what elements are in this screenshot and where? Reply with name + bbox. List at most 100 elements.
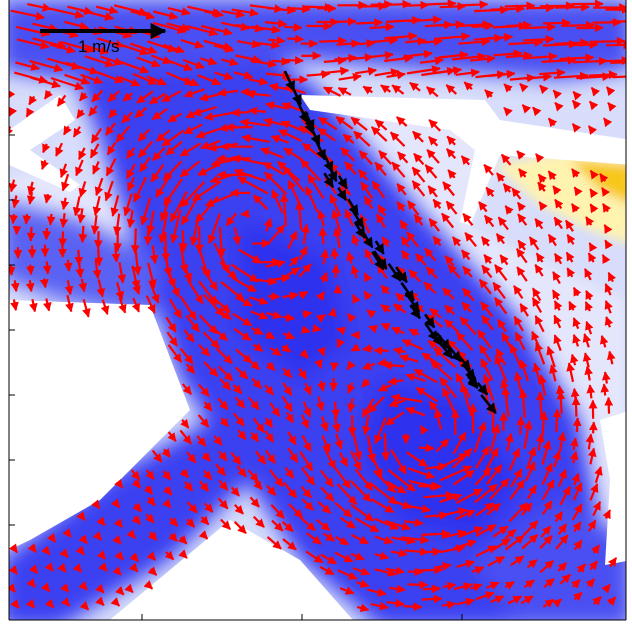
velocity-arrow xyxy=(303,382,312,396)
velocity-arrow xyxy=(409,81,421,92)
velocity-arrow xyxy=(380,304,392,314)
velocity-arrow xyxy=(9,583,16,593)
velocity-arrow xyxy=(268,291,280,301)
velocity-arrow xyxy=(161,448,171,458)
velocity-arrow xyxy=(237,39,261,49)
velocity-arrow xyxy=(159,197,171,222)
velocity-arrow xyxy=(455,509,476,521)
velocity-arrow xyxy=(129,552,139,563)
velocity-arrow xyxy=(525,461,536,481)
velocity-arrow xyxy=(219,309,232,321)
velocity-arrow xyxy=(121,111,133,124)
velocity-arrow xyxy=(29,298,38,313)
velocity-arrow xyxy=(587,519,597,532)
velocity-arrow xyxy=(271,189,284,214)
velocity-arrow xyxy=(128,562,139,573)
velocity-arrow xyxy=(490,4,525,14)
velocity-arrow xyxy=(271,519,284,532)
velocity-arrow xyxy=(197,245,211,280)
velocity-arrow xyxy=(451,236,462,247)
velocity-arrow xyxy=(585,320,594,335)
velocity-arrow xyxy=(553,71,589,81)
velocity-arrow xyxy=(521,533,539,550)
velocity-arrow xyxy=(110,498,121,509)
velocity-arrow xyxy=(401,339,424,351)
velocity-arrow xyxy=(385,566,405,576)
velocity-arrow xyxy=(428,218,440,232)
velocity-arrow xyxy=(505,51,533,61)
velocity-arrow xyxy=(339,516,356,529)
velocity-arrow xyxy=(96,550,107,560)
velocity-arrow xyxy=(505,432,514,452)
velocity-arrow xyxy=(10,280,20,293)
velocity-arrow xyxy=(124,583,134,594)
velocity-arrow xyxy=(231,154,266,166)
velocity-arrow xyxy=(183,329,195,343)
velocity-arrow xyxy=(441,212,455,229)
velocity-arrow xyxy=(525,72,553,82)
velocity-arrow xyxy=(252,342,264,352)
velocity-arrow xyxy=(612,75,626,79)
velocity-arrow xyxy=(312,323,322,333)
velocity-arrow xyxy=(367,447,383,478)
velocity-arrow xyxy=(127,176,136,192)
velocity-arrow xyxy=(411,180,426,197)
velocity-arrow xyxy=(320,248,329,265)
velocity-arrow xyxy=(281,343,292,353)
velocity-arrow xyxy=(134,106,148,119)
velocity-arrow xyxy=(411,166,426,183)
velocity-arrow xyxy=(331,263,341,278)
velocity-arrow xyxy=(9,543,18,554)
velocity-arrow xyxy=(316,313,326,323)
velocity-arrow xyxy=(269,469,284,487)
velocity-arrow xyxy=(435,438,450,453)
velocity-arrow xyxy=(132,280,141,295)
velocity-arrow xyxy=(9,179,18,193)
obstacle-top-left xyxy=(9,95,80,192)
velocity-arrow xyxy=(197,414,210,428)
velocity-arrow xyxy=(27,543,37,553)
velocity-arrow xyxy=(439,20,465,29)
velocity-arrow xyxy=(425,266,438,280)
velocity-arrow xyxy=(115,125,131,143)
velocity-arrow xyxy=(571,396,581,417)
shear-arrow xyxy=(353,221,366,239)
velocity-arrow xyxy=(41,545,51,556)
velocity-arrow xyxy=(590,86,601,97)
velocity-arrow xyxy=(178,549,188,559)
velocity-arrow xyxy=(271,57,291,66)
velocity-arrow xyxy=(589,188,599,199)
velocity-arrow xyxy=(604,300,613,314)
velocity-arrow xyxy=(371,180,386,199)
velocity-arrow xyxy=(346,360,356,371)
velocity-arrow xyxy=(393,303,407,314)
velocity-arrow xyxy=(559,485,571,506)
velocity-arrow xyxy=(198,343,211,357)
velocity-arrow xyxy=(96,279,106,298)
velocity-arrow xyxy=(183,481,194,492)
velocity-arrow xyxy=(432,235,442,247)
velocity-arrow xyxy=(132,72,158,85)
velocity-arrow xyxy=(488,401,498,434)
velocity-arrow xyxy=(350,116,368,132)
velocity-arrow xyxy=(126,146,136,160)
velocity-arrow xyxy=(375,213,386,229)
velocity-arrow xyxy=(432,198,442,209)
velocity-arrow xyxy=(133,247,142,276)
velocity-arrow xyxy=(58,231,68,248)
velocity-arrow xyxy=(352,433,363,461)
velocity-arrow xyxy=(350,450,362,471)
velocity-arrow xyxy=(572,417,582,433)
velocity-arrow xyxy=(480,236,491,247)
velocity-arrow xyxy=(526,558,538,569)
velocity-arrow xyxy=(25,598,36,609)
velocity-arrow xyxy=(436,452,469,471)
velocity-arrow xyxy=(374,68,400,77)
velocity-arrow xyxy=(287,431,297,446)
velocity-arrow xyxy=(182,77,200,87)
velocity-arrow xyxy=(287,447,299,463)
velocity-arrow xyxy=(557,562,568,572)
velocity-arrow xyxy=(576,72,612,82)
velocity-arrow xyxy=(551,289,561,301)
